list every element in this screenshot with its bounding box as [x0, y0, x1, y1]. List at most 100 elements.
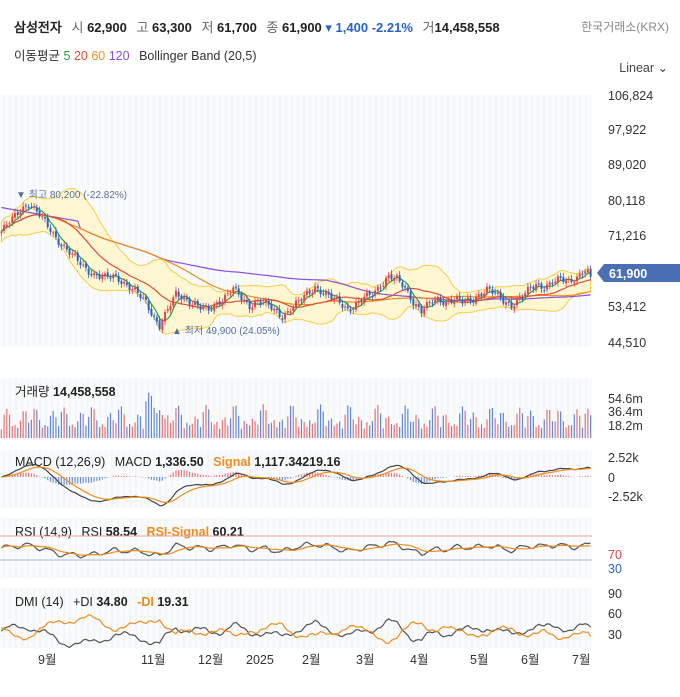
- candle-body: [464, 300, 467, 303]
- candle-body: [125, 282, 128, 285]
- volume-bar: [549, 409, 551, 438]
- volume-bar: [191, 423, 193, 438]
- candle-body: [325, 291, 328, 295]
- macd-tick: 0: [608, 471, 615, 485]
- candle-body: [494, 292, 497, 294]
- macd-histogram-bar: [36, 475, 38, 477]
- volume-bar: [279, 421, 281, 438]
- x-tick: 9월: [38, 653, 56, 667]
- ma5-legend[interactable]: 5: [63, 49, 71, 63]
- volume-bar: [235, 405, 237, 438]
- volume-bar: [208, 409, 210, 438]
- macd-signal-line: [1, 466, 591, 504]
- volume-bar: [404, 405, 406, 438]
- volume-bar: [63, 407, 65, 438]
- high-value: 63,300: [152, 20, 192, 35]
- candle-body: [106, 272, 109, 277]
- candle-body: [567, 278, 570, 280]
- macd-histogram-bar: [314, 472, 316, 477]
- candle-body: [469, 297, 472, 302]
- candle-body: [245, 299, 248, 302]
- volume-bar: [562, 421, 564, 438]
- candle-body: [346, 306, 349, 309]
- volume-bar: [546, 409, 548, 438]
- candle-body: [109, 277, 112, 279]
- macd-value: 1,336.50: [155, 455, 204, 469]
- price-tick: 97,922: [608, 123, 646, 137]
- ma120-legend[interactable]: 120: [108, 49, 130, 63]
- macd-histogram-bar: [352, 477, 354, 481]
- stock-name: 삼성전자: [14, 20, 62, 35]
- candle-body: [335, 296, 338, 298]
- candle-body: [147, 301, 150, 310]
- macd-histogram-bar: [180, 470, 183, 477]
- candle-body: [573, 282, 576, 284]
- x-tick: 5월: [470, 653, 488, 667]
- macd-histogram-bar: [202, 475, 204, 477]
- candle-body: [5, 224, 8, 227]
- macd-histogram-bar: [251, 477, 253, 479]
- macd-histogram-bar: [412, 477, 414, 482]
- volume-bar: [489, 408, 491, 438]
- volume-bar: [393, 425, 395, 438]
- candle-body: [38, 210, 41, 217]
- volume-bar: [576, 409, 578, 438]
- candle-body: [554, 281, 557, 284]
- candle-body: [507, 301, 510, 303]
- volume-bar: [464, 410, 466, 438]
- scale-dropdown[interactable]: Linear ⌄: [619, 61, 668, 75]
- minus-di-value: 19.31: [157, 595, 188, 609]
- candle-body: [311, 292, 314, 295]
- volume-bar: [194, 416, 196, 438]
- macd-histogram-bar: [178, 469, 180, 477]
- volume-value: 14,458,558: [434, 20, 500, 35]
- volume-bar: [115, 423, 117, 438]
- volume-bar: [510, 425, 513, 438]
- x-tick: 11월: [141, 653, 165, 667]
- macd-histogram-bar: [510, 477, 513, 480]
- candle-body: [510, 302, 513, 309]
- macd-histogram-bar: [118, 475, 120, 477]
- change-percent: -2.21%: [371, 20, 413, 35]
- volume-bar: [385, 418, 387, 438]
- volume-bar: [153, 407, 155, 438]
- macd-histogram-bar: [227, 473, 229, 477]
- rsi-panel-label: RSI (14,9): [15, 525, 72, 539]
- ma20-legend[interactable]: 20: [73, 49, 88, 63]
- rsi-tick-70: 70: [608, 548, 622, 562]
- volume-bar: [480, 424, 483, 438]
- volume-bar: [426, 426, 428, 438]
- macd-histogram-bar: [344, 477, 346, 481]
- candle-body: [84, 263, 87, 268]
- macd-histogram-bar: [489, 474, 491, 477]
- volume-bar: [448, 422, 450, 438]
- volume-bar: [197, 419, 199, 438]
- candle-body: [180, 295, 183, 300]
- volume-bar: [268, 423, 270, 438]
- candle-body: [11, 216, 14, 224]
- candle-body: [218, 301, 221, 305]
- candle-body: [556, 276, 559, 283]
- candle-body: [425, 302, 428, 309]
- candle-body: [483, 293, 486, 298]
- volume-bar: [519, 407, 521, 438]
- candle-body: [199, 306, 202, 310]
- volume-bar: [475, 417, 477, 438]
- candle-body: [52, 232, 55, 234]
- ma60-legend[interactable]: 60: [91, 49, 106, 63]
- bollinger-legend[interactable]: Bollinger Band (20,5): [139, 49, 257, 63]
- volume-bar: [77, 421, 79, 438]
- volume-bar: [123, 414, 125, 438]
- macd-histogram-bar: [426, 477, 428, 483]
- candle-body: [406, 287, 409, 291]
- price-tick: 80,118: [608, 194, 645, 208]
- candle-body: [136, 286, 139, 293]
- candle-body: [352, 308, 355, 311]
- candle-body: [114, 273, 117, 275]
- volume-bar: [300, 419, 303, 438]
- volume-bar: [336, 423, 338, 438]
- candle-body: [330, 293, 333, 300]
- candle-body: [60, 244, 63, 247]
- macd-histogram-bar: [229, 472, 232, 477]
